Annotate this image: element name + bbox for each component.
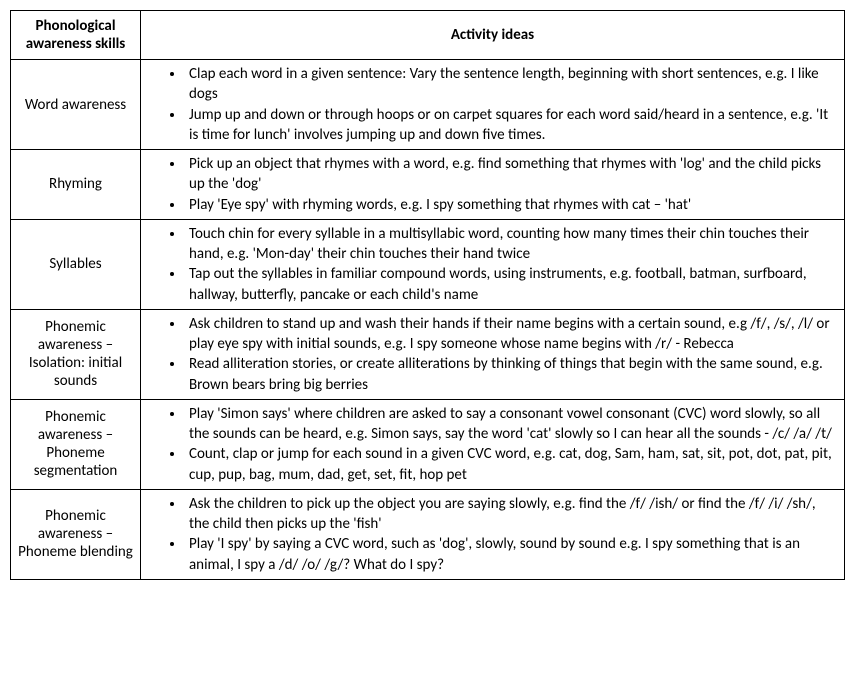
activity-list: Ask children to stand up and wash their … <box>147 314 838 395</box>
activities-cell: Play 'Simon says' where children are ask… <box>141 399 845 489</box>
table-row: Phonemic awareness – Phoneme blending Ask… <box>11 489 845 579</box>
activity-item: Pick up an object that rhymes with a wor… <box>185 154 838 195</box>
activities-cell: Ask children to stand up and wash their … <box>141 309 845 399</box>
table-row: Syllables Touch chin for every syllable i… <box>11 219 845 309</box>
activity-item: Ask the children to pick up the object y… <box>185 494 838 535</box>
phonological-awareness-table: Phonological awareness skills Activity i… <box>10 10 845 580</box>
activity-list: Pick up an object that rhymes with a wor… <box>147 154 838 215</box>
activities-cell: Clap each word in a given sentence: Vary… <box>141 60 845 150</box>
activities-cell: Touch chin for every syllable in a multi… <box>141 219 845 309</box>
table-body: Word awareness Clap each word in a given … <box>11 60 845 580</box>
column-header-activities: Activity ideas <box>141 11 845 60</box>
activity-list: Play 'Simon says' where children are ask… <box>147 404 838 485</box>
skill-cell: Word awareness <box>11 60 141 150</box>
table-row: Rhyming Pick up an object that rhymes wit… <box>11 150 845 220</box>
activity-item: Count, clap or jump for each sound in a … <box>185 444 838 485</box>
activity-item: Play 'Eye spy' with rhyming words, e.g. … <box>185 195 838 215</box>
table-header-row: Phonological awareness skills Activity i… <box>11 11 845 60</box>
skill-cell: Phonemic awareness – Isolation: initial … <box>11 309 141 399</box>
skill-cell: Phonemic awareness – Phoneme segmentatio… <box>11 399 141 489</box>
activity-list: Ask the children to pick up the object y… <box>147 494 838 575</box>
activities-cell: Pick up an object that rhymes with a wor… <box>141 150 845 220</box>
skill-cell: Phonemic awareness – Phoneme blending <box>11 489 141 579</box>
activity-item: Ask children to stand up and wash their … <box>185 314 838 355</box>
table-row: Phonemic awareness – Isolation: initial … <box>11 309 845 399</box>
activity-item: Read alliteration stories, or create all… <box>185 354 838 395</box>
activity-item: Jump up and down or through hoops or on … <box>185 105 838 146</box>
activity-item: Play 'Simon says' where children are ask… <box>185 404 838 445</box>
activity-list: Clap each word in a given sentence: Vary… <box>147 64 838 145</box>
skill-cell: Syllables <box>11 219 141 309</box>
skill-cell: Rhyming <box>11 150 141 220</box>
activities-cell: Ask the children to pick up the object y… <box>141 489 845 579</box>
table-row: Word awareness Clap each word in a given … <box>11 60 845 150</box>
activity-item: Tap out the syllables in familiar compou… <box>185 264 838 305</box>
activity-item: Play 'I spy' by saying a CVC word, such … <box>185 534 838 575</box>
activity-list: Touch chin for every syllable in a multi… <box>147 224 838 305</box>
column-header-skills: Phonological awareness skills <box>11 11 141 60</box>
table-row: Phonemic awareness – Phoneme segmentatio… <box>11 399 845 489</box>
activity-item: Clap each word in a given sentence: Vary… <box>185 64 838 105</box>
activity-item: Touch chin for every syllable in a multi… <box>185 224 838 265</box>
